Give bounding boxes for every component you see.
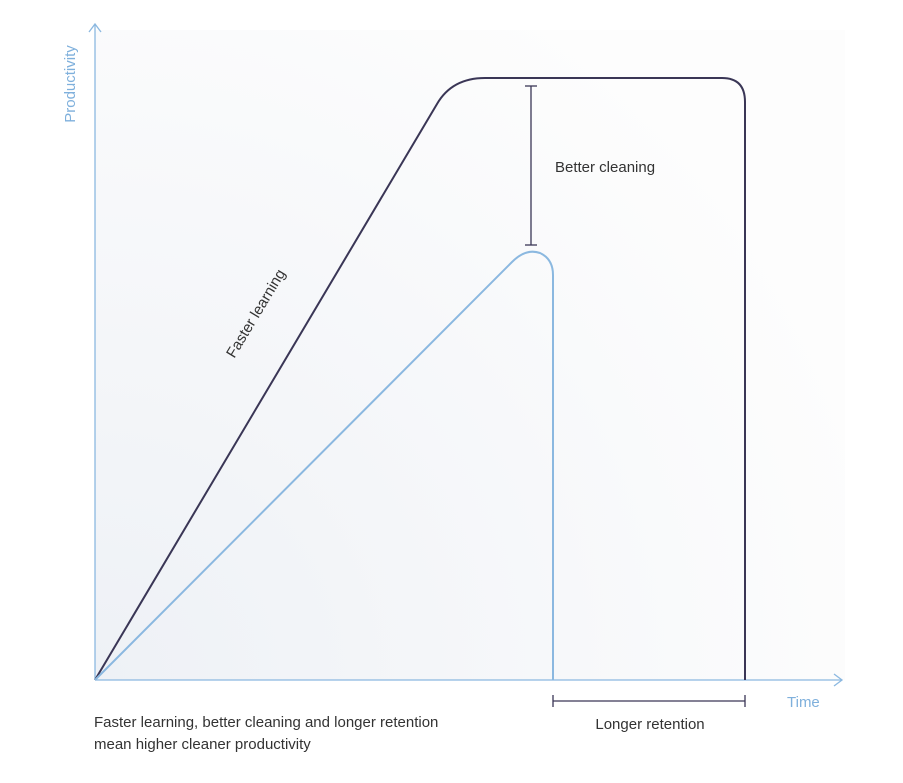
- annotation: Longer retention: [595, 716, 704, 733]
- improved-curve: [94, 77, 746, 681]
- y-axis-arrow: [88, 22, 102, 33]
- y-axis-label: Productivity: [62, 45, 79, 123]
- x-axis-label: Time: [787, 694, 820, 711]
- baseline-curve: [94, 250, 554, 681]
- annotation: Better cleaning: [555, 159, 655, 176]
- x-axis-arrow: [833, 673, 844, 687]
- caption-line: mean higher cleaner productivity: [94, 736, 311, 753]
- plot-background: [95, 30, 845, 680]
- caption-line: Faster learning, better cleaning and lon…: [94, 714, 438, 731]
